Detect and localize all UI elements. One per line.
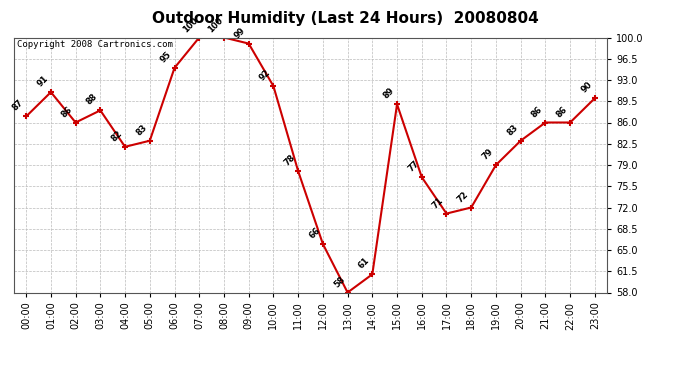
Text: 72: 72 bbox=[455, 189, 470, 204]
Text: 83: 83 bbox=[135, 123, 149, 137]
Text: 79: 79 bbox=[480, 147, 495, 162]
Text: 91: 91 bbox=[35, 74, 50, 88]
Text: 89: 89 bbox=[382, 86, 396, 101]
Text: 99: 99 bbox=[233, 26, 248, 40]
Text: 88: 88 bbox=[85, 92, 99, 107]
Text: 95: 95 bbox=[159, 50, 173, 64]
Text: 92: 92 bbox=[258, 68, 273, 82]
Text: 86: 86 bbox=[530, 104, 544, 119]
Text: 100: 100 bbox=[206, 15, 225, 34]
Text: 87: 87 bbox=[10, 98, 25, 113]
Text: 77: 77 bbox=[406, 159, 421, 174]
Text: 78: 78 bbox=[283, 153, 297, 168]
Text: 86: 86 bbox=[60, 104, 75, 119]
Text: 86: 86 bbox=[555, 104, 569, 119]
Text: 71: 71 bbox=[431, 195, 446, 210]
Text: Copyright 2008 Cartronics.com: Copyright 2008 Cartronics.com bbox=[17, 40, 172, 49]
Text: 82: 82 bbox=[110, 129, 124, 143]
Text: 90: 90 bbox=[580, 80, 594, 94]
Text: 100: 100 bbox=[181, 15, 200, 34]
Text: 58: 58 bbox=[332, 274, 346, 289]
Text: 61: 61 bbox=[357, 256, 371, 271]
Text: 83: 83 bbox=[505, 123, 520, 137]
Text: Outdoor Humidity (Last 24 Hours)  20080804: Outdoor Humidity (Last 24 Hours) 2008080… bbox=[152, 11, 538, 26]
Text: 66: 66 bbox=[307, 226, 322, 240]
